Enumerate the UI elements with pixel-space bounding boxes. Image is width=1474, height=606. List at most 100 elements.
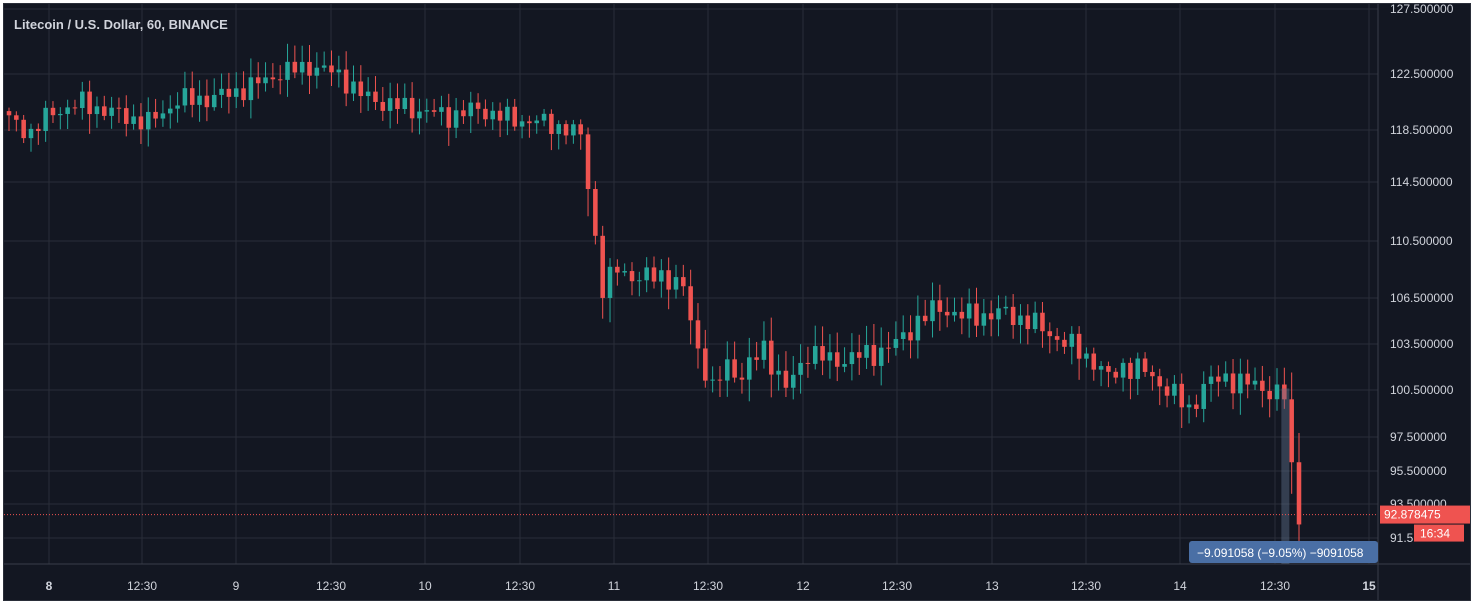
candle-body bbox=[651, 267, 657, 282]
candle-body bbox=[461, 110, 466, 117]
candle-body bbox=[695, 320, 701, 349]
candle-body bbox=[783, 370, 789, 388]
candle-body bbox=[439, 107, 444, 112]
candle-body bbox=[1245, 373, 1250, 385]
candle-body bbox=[145, 111, 151, 130]
last-price-label: 92.878475 bbox=[1384, 508, 1441, 522]
candle-body bbox=[1274, 384, 1280, 400]
time-tick-label: 15 bbox=[1362, 579, 1376, 593]
candle-body bbox=[329, 65, 334, 73]
candle-body bbox=[321, 65, 327, 68]
candle-body bbox=[314, 67, 320, 76]
candle-body bbox=[944, 311, 950, 316]
candle-body bbox=[1216, 376, 1221, 382]
candle-body bbox=[1098, 366, 1104, 370]
candle-body bbox=[1069, 333, 1075, 347]
candle-body bbox=[1120, 362, 1126, 378]
candle-body bbox=[512, 106, 518, 127]
candle-body bbox=[908, 332, 913, 341]
candle-body bbox=[50, 107, 56, 116]
candle-body bbox=[856, 352, 862, 358]
candle-body bbox=[6, 111, 12, 116]
time-tick-label: 12:30 bbox=[1071, 579, 1101, 593]
candle-body bbox=[725, 359, 730, 381]
price-tick-label: 110.500000 bbox=[1390, 234, 1453, 248]
candle-body bbox=[1179, 383, 1184, 408]
candle-body bbox=[1010, 306, 1016, 326]
candle-body bbox=[1164, 386, 1170, 396]
candle-body bbox=[996, 308, 1001, 320]
candle-body bbox=[417, 111, 422, 119]
candle-body bbox=[607, 266, 613, 298]
candle-body bbox=[878, 347, 884, 366]
candle-body bbox=[527, 121, 532, 124]
candle-body bbox=[351, 81, 356, 94]
candle-body bbox=[80, 91, 85, 109]
countdown-label: 16:34 bbox=[1420, 527, 1450, 541]
candle-body bbox=[14, 115, 19, 120]
candle-body bbox=[593, 188, 598, 236]
candle-body bbox=[387, 98, 393, 111]
candle-body bbox=[1128, 362, 1133, 379]
candle-body bbox=[563, 124, 569, 136]
candle-body bbox=[981, 313, 987, 326]
candle-body bbox=[1208, 376, 1214, 384]
candle-body bbox=[336, 69, 342, 73]
candle-body bbox=[292, 61, 298, 73]
price-tick-label: 127.500000 bbox=[1390, 4, 1454, 16]
candle-body bbox=[431, 110, 437, 112]
candle-body bbox=[952, 311, 957, 316]
candle-body bbox=[233, 88, 239, 97]
candle-body bbox=[1150, 371, 1155, 377]
candle-body bbox=[1113, 371, 1119, 378]
candle-body bbox=[1047, 331, 1053, 337]
candle-body bbox=[629, 271, 635, 282]
candle-body bbox=[182, 88, 188, 106]
candle-body bbox=[505, 106, 510, 121]
chart-area[interactable]: 127.500000 122.500000 118.500000 114.500000… bbox=[3, 3, 1471, 601]
candle-body bbox=[805, 362, 811, 364]
candle-body bbox=[1054, 336, 1060, 340]
candle-body bbox=[490, 110, 496, 120]
candle-body bbox=[1289, 399, 1294, 463]
candle-body bbox=[1201, 383, 1206, 409]
candle-body bbox=[1238, 373, 1243, 394]
time-tick-label: 12:30 bbox=[1260, 579, 1290, 593]
candle-body bbox=[65, 107, 70, 114]
candle-body bbox=[842, 364, 847, 367]
price-chart[interactable]: 127.500000 122.500000 118.500000 114.500000… bbox=[4, 4, 1470, 600]
time-tick-label: 12:30 bbox=[316, 579, 346, 593]
time-tick-label: 11 bbox=[608, 579, 621, 593]
candle-body bbox=[761, 340, 767, 360]
candle-body bbox=[402, 97, 408, 110]
candle-body bbox=[688, 286, 693, 321]
time-tick-label: 12 bbox=[796, 579, 810, 593]
time-tick-label: 12:30 bbox=[127, 579, 157, 593]
candle-body bbox=[1194, 404, 1199, 409]
price-tick-label: 100.500000 bbox=[1390, 383, 1454, 397]
candle-body bbox=[36, 128, 41, 131]
measure-tooltip bbox=[1189, 541, 1378, 563]
candle-body bbox=[58, 113, 63, 116]
candle-body bbox=[710, 379, 715, 381]
candle-body bbox=[72, 107, 78, 109]
candle-body bbox=[681, 277, 686, 287]
candle-body bbox=[893, 338, 899, 348]
candle-body bbox=[1084, 353, 1089, 359]
candle-body bbox=[1003, 306, 1009, 309]
candle-body bbox=[131, 116, 136, 124]
candle-body bbox=[519, 121, 525, 127]
candle-body bbox=[219, 88, 224, 95]
candle-body bbox=[673, 277, 679, 290]
candle-body bbox=[189, 88, 195, 105]
price-tick-label: 106.500000 bbox=[1390, 291, 1454, 305]
candle-body bbox=[959, 311, 965, 319]
candle-body bbox=[380, 101, 386, 111]
candle-body bbox=[94, 106, 100, 115]
candle-body bbox=[988, 313, 994, 320]
candle-body bbox=[483, 108, 488, 120]
time-tick-label: 14 bbox=[1173, 579, 1187, 593]
candle-body bbox=[1040, 312, 1045, 332]
candle-body bbox=[102, 106, 107, 116]
candle-body bbox=[644, 267, 649, 281]
